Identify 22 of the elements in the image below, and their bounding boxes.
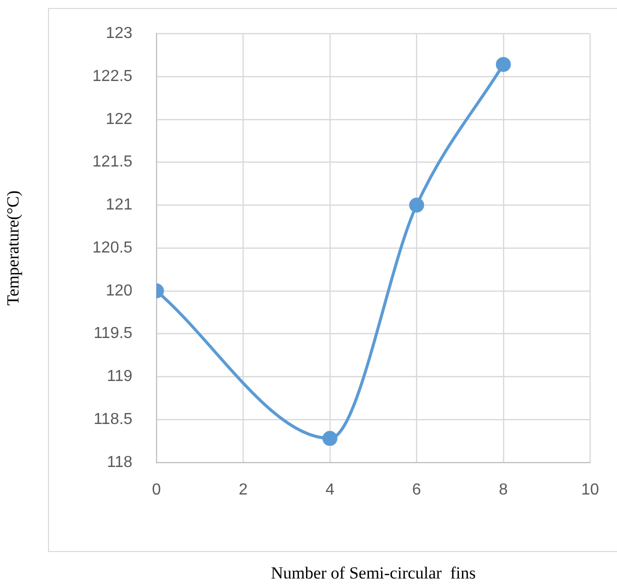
y-axis-title: Temperature(°C) [4, 190, 23, 306]
y-tick-label: 119 [106, 368, 133, 386]
x-tick-label: 10 [581, 481, 600, 498]
y-tick-label: 122.5 [92, 68, 133, 85]
y-tick-label: 118 [106, 454, 133, 471]
y-tick-label: 118.5 [94, 410, 133, 428]
y-tick-label: 123 [106, 25, 133, 42]
y-tick-label: 120 [106, 282, 133, 300]
x-tick-label: 4 [325, 481, 334, 498]
point [409, 198, 424, 213]
y-tick-label: 119.5 [94, 325, 133, 342]
x-tick-label: 2 [238, 481, 248, 498]
x-tick-label: 8 [498, 481, 508, 498]
point [496, 56, 511, 72]
y-tick-label: 121 [106, 196, 133, 214]
point [322, 430, 338, 446]
x-tick-label: 0 [152, 481, 161, 498]
y-tick-label: 120.5 [92, 239, 133, 256]
y-tick-label: 121.5 [92, 154, 133, 171]
y-tick-label: 122 [106, 110, 133, 128]
x-axis-title: Number of Semi-circular fins [270, 563, 476, 582]
x-tick-label: 6 [412, 481, 422, 498]
